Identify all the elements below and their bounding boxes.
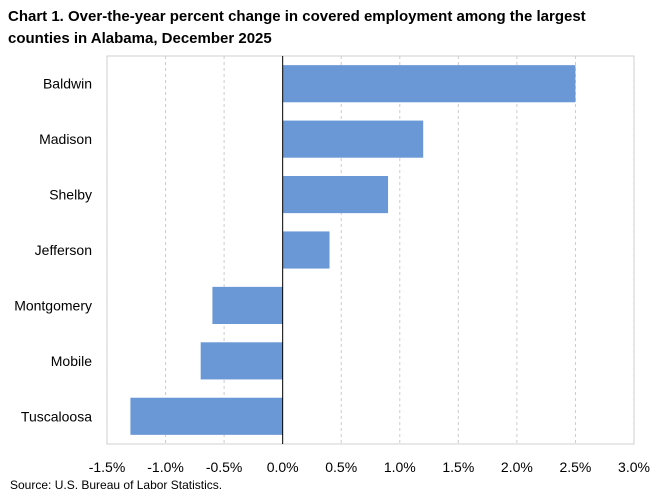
bars	[130, 65, 576, 435]
chart-title: Chart 1. Over-the-year percent change in…	[8, 8, 586, 47]
bar-madison	[282, 120, 424, 158]
plot-area-border	[106, 55, 635, 445]
x-tick-label: 1.0%	[384, 459, 416, 475]
x-tick-label: 0.5%	[325, 459, 357, 475]
x-tick-label: -0.5%	[206, 459, 243, 475]
category-labels: Baldwin Madison Shelby Jefferson Montgomery M…	[14, 76, 92, 425]
bar-montgomery	[212, 286, 283, 324]
category-label: Baldwin	[43, 76, 92, 92]
x-tick-label: 3.0%	[618, 459, 650, 475]
bar-mobile	[200, 342, 283, 380]
x-tick-label: -1.0%	[147, 459, 184, 475]
x-tick-labels: -1.5% -1.0% -0.5% 0.0% 0.5% 1.0% 1.5% 2.0% 2.5% 3…	[89, 459, 650, 475]
category-label: Tuscaloosa	[21, 408, 92, 424]
x-tick-label: 0.0%	[267, 459, 299, 475]
x-tick-label: 1.5%	[442, 459, 474, 475]
x-tick-label: 2.0%	[501, 459, 533, 475]
category-label: Shelby	[49, 187, 92, 203]
bar-jefferson	[282, 231, 330, 269]
gridlines	[106, 55, 635, 445]
category-label: Madison	[39, 131, 92, 147]
bar-shelby	[282, 176, 389, 214]
category-label: Jefferson	[35, 242, 92, 258]
bar-baldwin	[282, 65, 576, 103]
category-label: Montgomery	[14, 297, 92, 313]
category-label: Mobile	[51, 353, 92, 369]
x-tick-label: -1.5%	[89, 459, 126, 475]
bar-tuscaloosa	[130, 397, 283, 435]
source-note: Source: U.S. Bureau of Labor Statistics.	[10, 478, 223, 492]
x-tick-label: 2.5%	[559, 459, 591, 475]
